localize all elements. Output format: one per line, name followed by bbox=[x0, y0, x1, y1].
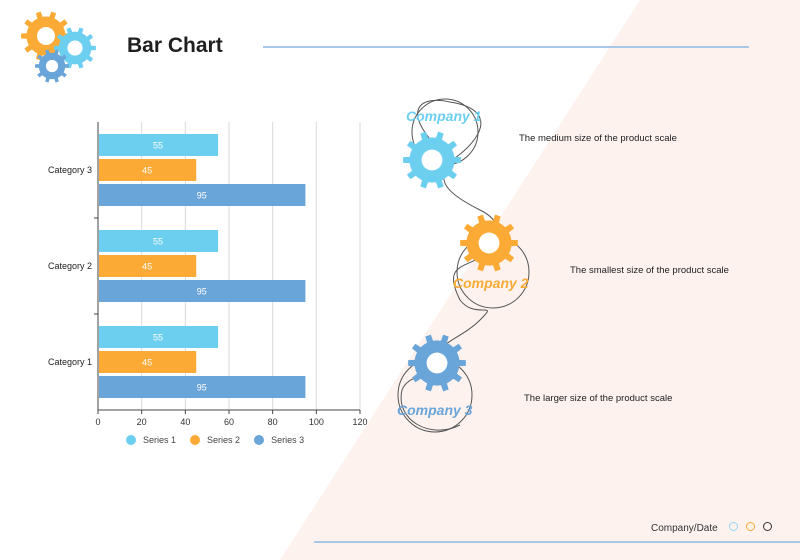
x-tick-label: 0 bbox=[95, 417, 100, 427]
company-1-gear-icon bbox=[403, 131, 461, 189]
page-title: Bar Chart bbox=[127, 34, 223, 57]
bar-value-label: 95 bbox=[197, 191, 207, 201]
company-date-footer: Company/Date bbox=[651, 523, 718, 534]
bar bbox=[99, 326, 219, 348]
legend-label: Series 3 bbox=[271, 435, 305, 445]
bar bbox=[99, 376, 306, 398]
bar-value-label: 55 bbox=[153, 333, 163, 343]
legend-swatch bbox=[254, 435, 265, 445]
bar bbox=[99, 159, 197, 181]
chart-bars: 55 45 95 55 45 95 55 45 95 bbox=[99, 134, 306, 398]
company-3-gear-icon bbox=[408, 334, 466, 392]
company-2-gear-icon bbox=[460, 214, 518, 272]
x-tick-label: 120 bbox=[352, 417, 367, 427]
x-tick-label: 100 bbox=[309, 417, 324, 427]
legend-label: Series 2 bbox=[207, 435, 241, 445]
bar bbox=[99, 280, 306, 302]
x-tick-label: 40 bbox=[180, 417, 190, 427]
category-label: Category 2 bbox=[48, 261, 92, 271]
footer-divider bbox=[314, 541, 800, 543]
bar-value-label: 45 bbox=[142, 262, 152, 272]
company-2-label: Company 2 bbox=[453, 275, 529, 291]
bar-value-label: 55 bbox=[153, 237, 163, 247]
company-1-label: Company 1 bbox=[406, 108, 482, 124]
bar bbox=[99, 230, 219, 252]
category-label: Category 3 bbox=[48, 165, 92, 175]
legend-item-series-2: Series 2 bbox=[190, 435, 240, 445]
company-2-description: The smallest size of the product scale bbox=[570, 265, 729, 276]
gears-logo-icon bbox=[21, 11, 96, 83]
company-1-description: The medium size of the product scale bbox=[519, 133, 677, 144]
dot-blue-icon bbox=[729, 522, 738, 531]
legend-label: Series 1 bbox=[143, 435, 177, 445]
bar-value-label: 45 bbox=[142, 166, 152, 176]
bar bbox=[99, 134, 219, 156]
chart-axes: 0 20 40 60 80 100 120 Category 3 Category 2 Categ… bbox=[48, 122, 368, 427]
bar bbox=[99, 351, 197, 373]
title-divider bbox=[263, 46, 749, 48]
bar bbox=[99, 184, 306, 206]
bar bbox=[99, 255, 197, 277]
dot-orange-icon bbox=[746, 522, 755, 531]
x-tick-label: 60 bbox=[224, 417, 234, 427]
bar-value-label: 45 bbox=[142, 358, 152, 368]
legend-swatch bbox=[126, 435, 136, 445]
logo-gear-blue-icon bbox=[35, 49, 69, 83]
x-tick-label: 20 bbox=[137, 417, 147, 427]
category-label: Category 1 bbox=[48, 357, 92, 367]
dot-dark-icon bbox=[763, 522, 772, 531]
bar-value-label: 95 bbox=[197, 287, 207, 297]
x-tick-label: 80 bbox=[268, 417, 278, 427]
footer-dots bbox=[729, 522, 772, 531]
chart-legend: Series 1 Series 2 Series 3 bbox=[126, 435, 304, 445]
bar-value-label: 95 bbox=[197, 383, 207, 393]
legend-item-series-3: Series 3 bbox=[254, 435, 304, 445]
company-3-description: The larger size of the product scale bbox=[524, 393, 673, 404]
legend-swatch bbox=[190, 435, 201, 445]
legend-item-series-1: Series 1 bbox=[126, 435, 176, 445]
bar-value-label: 55 bbox=[153, 141, 163, 151]
company-3-label: Company 3 bbox=[397, 402, 473, 418]
